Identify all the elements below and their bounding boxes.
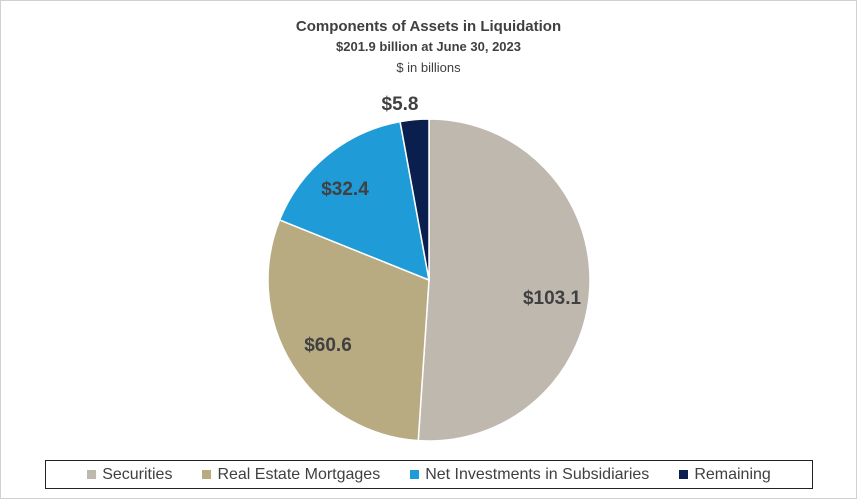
data-label: $32.4 bbox=[321, 179, 369, 200]
pie-slice-net-investments-in-subsidiaries bbox=[278, 120, 430, 282]
legend-label: Securities bbox=[102, 465, 173, 483]
data-label: $103.1 bbox=[523, 288, 582, 309]
legend: Securities Real Estate Mortgages Net Inv… bbox=[45, 460, 813, 489]
legend-item-net-investments: Net Investments in Subsidiaries bbox=[410, 466, 649, 484]
chart-title: Components of Assets in Liquidation bbox=[295, 18, 562, 35]
legend-swatch bbox=[679, 470, 689, 479]
chart-subtitle: $201.9 billion at June 30, 2023 bbox=[336, 39, 521, 54]
legend-swatch bbox=[87, 470, 97, 479]
data-label: $5.8 bbox=[382, 94, 419, 115]
legend-item-securities: Securities bbox=[87, 466, 172, 484]
unit-note: $ in billions bbox=[396, 60, 461, 75]
pie-slice-securities bbox=[417, 118, 591, 442]
legend-label: Remaining bbox=[694, 465, 771, 483]
pie-slice-remaining bbox=[399, 118, 430, 281]
legend-swatch bbox=[202, 470, 212, 479]
legend-label: Net Investments in Subsidiaries bbox=[425, 465, 650, 483]
legend-item-remaining: Remaining bbox=[679, 465, 771, 484]
legend-item-real-estate-mortgages: Real Estate Mortgages bbox=[202, 466, 380, 484]
legend-label: Real Estate Mortgages bbox=[217, 465, 381, 483]
pie-slice-real-estate-mortgages bbox=[267, 219, 430, 442]
data-label: $60.6 bbox=[304, 335, 352, 356]
legend-swatch bbox=[410, 470, 420, 479]
